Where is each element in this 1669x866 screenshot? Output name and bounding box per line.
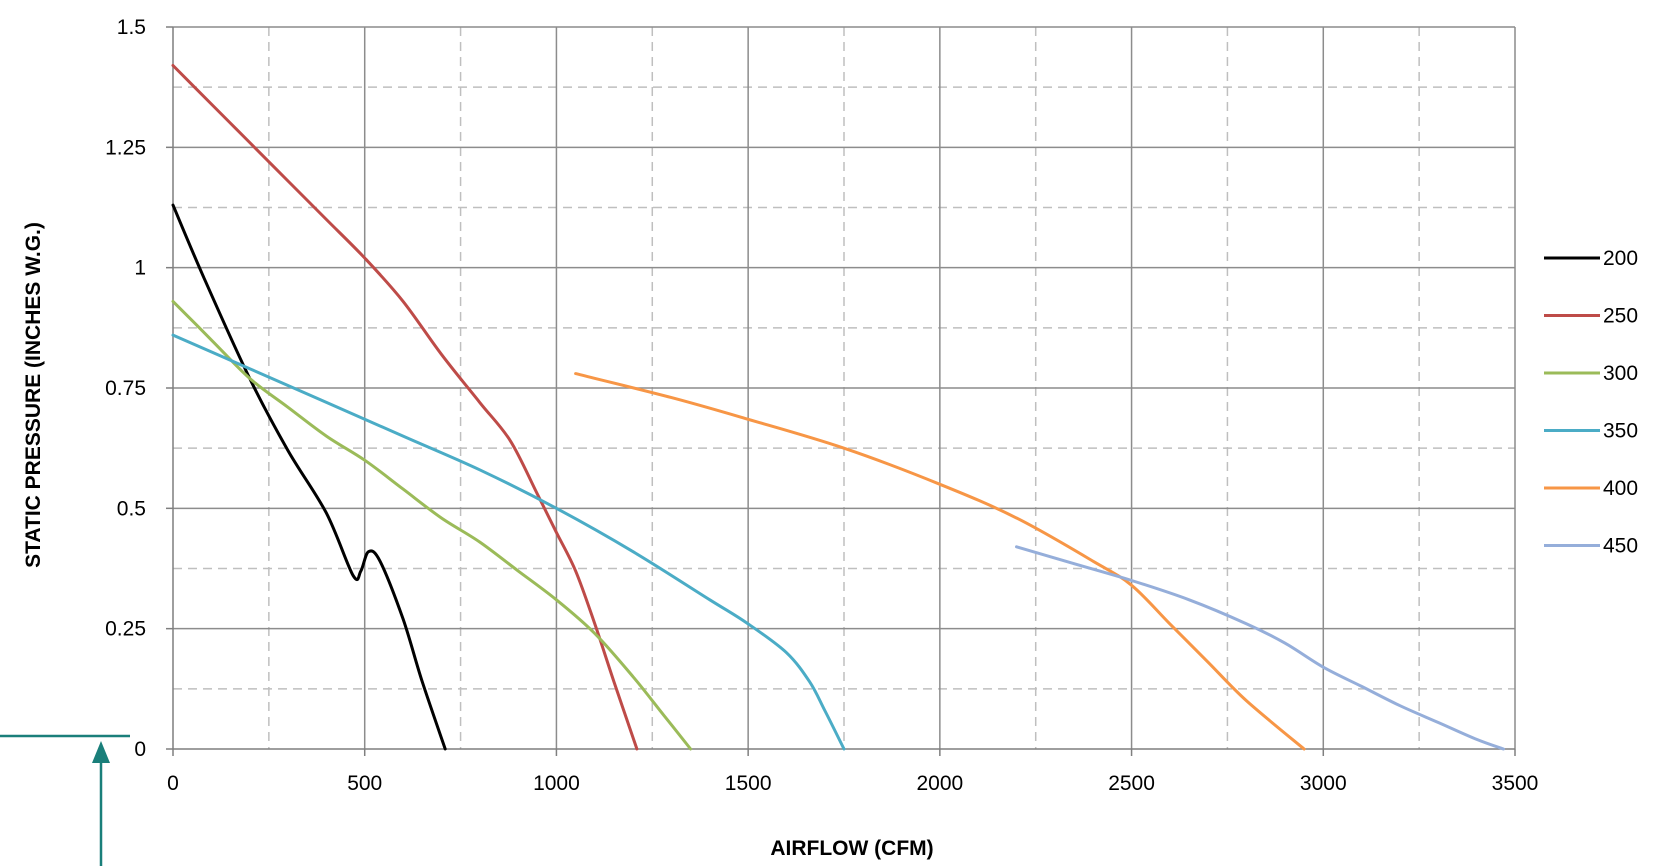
series-line-200	[171, 203, 447, 751]
y-tick-label: 1.25	[105, 136, 146, 159]
x-tick-label: 2000	[916, 772, 963, 795]
legend-label: 400	[1603, 477, 1638, 500]
legend-label: 200	[1603, 247, 1638, 270]
y-tick-label: 0.25	[105, 618, 146, 641]
y-tick-label: 0.5	[117, 497, 146, 520]
x-tick-label: 0	[167, 772, 179, 795]
annotation-arrowhead	[92, 741, 110, 763]
legend-item-450: 450	[1544, 535, 1638, 558]
legend-label: 350	[1603, 420, 1638, 443]
y-tick-label: 0	[134, 738, 146, 761]
series-line-250	[171, 64, 639, 751]
grid-lines	[173, 26, 1516, 749]
x-tick-label: 1000	[533, 772, 580, 795]
y-tick-label: 1	[134, 257, 146, 280]
x-tick-label: 500	[347, 772, 382, 795]
x-tick-label: 1500	[725, 772, 772, 795]
x-tick-label: 2500	[1108, 772, 1155, 795]
legend-item-300: 300	[1544, 362, 1638, 385]
legend: 200 250 300 350 400 450	[1544, 247, 1638, 558]
series-line-450	[1015, 545, 1505, 751]
legend-item-200: 200	[1544, 247, 1638, 270]
x-axis-title: AIRFLOW (CFM)	[770, 837, 933, 860]
legend-label: 450	[1603, 535, 1638, 558]
y-axis-ticks: 0 0.25 0.5 0.75 1 1.25 1.5	[105, 16, 173, 761]
series-line-300	[171, 299, 693, 751]
legend-item-350: 350	[1544, 420, 1638, 443]
series-line-400	[574, 372, 1306, 751]
x-tick-label: 3000	[1300, 772, 1347, 795]
series-line-350	[171, 333, 846, 751]
y-tick-label: 1.5	[117, 16, 146, 39]
legend-label: 250	[1603, 305, 1638, 328]
y-tick-label: 0.75	[105, 377, 146, 400]
legend-item-400: 400	[1544, 477, 1638, 500]
legend-label: 300	[1603, 362, 1638, 385]
legend-item-250: 250	[1544, 305, 1638, 328]
series-lines	[171, 64, 1505, 751]
x-tick-label: 3500	[1492, 772, 1539, 795]
baseline-arrow-annotation	[0, 734, 130, 866]
x-axis-ticks: 0 500 1000 1500 2000 2500 3000 3500	[167, 749, 1538, 795]
y-axis-title: STATIC PRESSURE (INCHES W.G.)	[22, 222, 45, 568]
